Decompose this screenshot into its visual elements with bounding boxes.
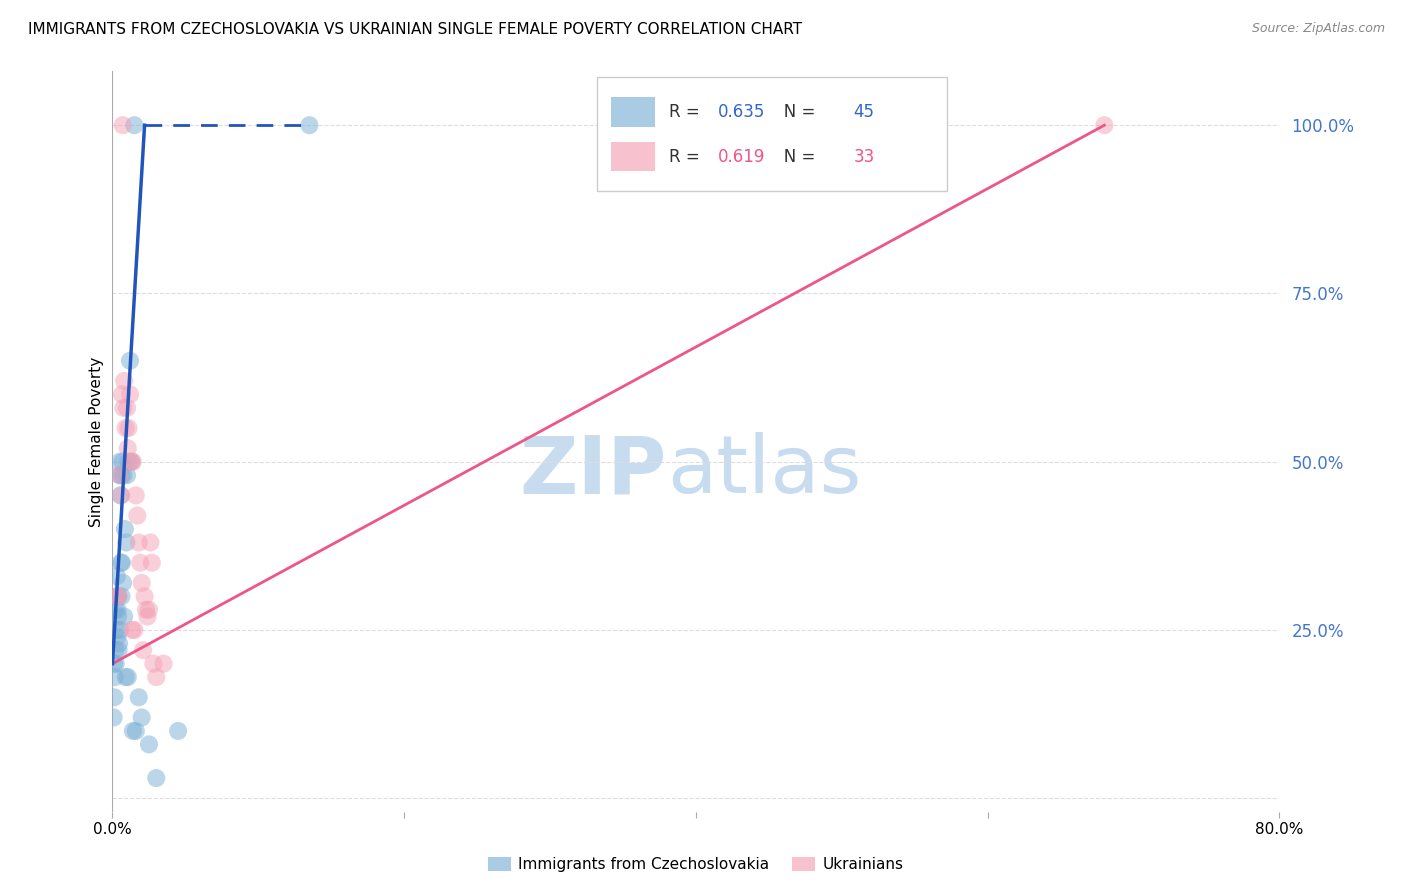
Point bbox=[141, 556, 163, 570]
Point bbox=[115, 468, 138, 483]
Text: atlas: atlas bbox=[666, 432, 860, 510]
Point bbox=[108, 636, 131, 650]
Text: 0.635: 0.635 bbox=[718, 103, 765, 121]
Point bbox=[111, 118, 134, 132]
Point bbox=[108, 468, 131, 483]
Point bbox=[114, 522, 136, 536]
Point bbox=[105, 590, 128, 604]
Point bbox=[105, 590, 128, 604]
Point bbox=[117, 421, 139, 435]
Point bbox=[135, 603, 157, 617]
Point bbox=[115, 401, 138, 415]
Point bbox=[139, 535, 162, 549]
Point bbox=[128, 690, 150, 705]
Point bbox=[104, 643, 127, 657]
Point bbox=[132, 643, 155, 657]
Text: 33: 33 bbox=[853, 147, 875, 166]
Point bbox=[112, 468, 135, 483]
Point bbox=[127, 508, 149, 523]
Point bbox=[105, 569, 128, 583]
Point bbox=[112, 609, 135, 624]
Point bbox=[115, 535, 138, 549]
Point bbox=[138, 603, 160, 617]
Point bbox=[107, 609, 129, 624]
Point bbox=[103, 710, 125, 724]
FancyBboxPatch shape bbox=[610, 97, 655, 127]
Point bbox=[107, 590, 129, 604]
Point bbox=[103, 690, 125, 705]
Point bbox=[117, 442, 139, 456]
Point bbox=[111, 556, 134, 570]
Point bbox=[152, 657, 174, 671]
Point bbox=[121, 623, 143, 637]
Point bbox=[125, 723, 148, 738]
Point bbox=[131, 710, 153, 724]
Point bbox=[128, 535, 150, 549]
Point bbox=[104, 670, 127, 684]
Point bbox=[298, 118, 321, 132]
FancyBboxPatch shape bbox=[610, 142, 655, 171]
Point bbox=[108, 623, 131, 637]
Point bbox=[110, 488, 132, 502]
Point bbox=[107, 643, 129, 657]
Point bbox=[122, 723, 145, 738]
Point bbox=[136, 609, 159, 624]
FancyBboxPatch shape bbox=[596, 77, 946, 191]
Text: N =: N = bbox=[768, 103, 821, 121]
Point bbox=[124, 623, 146, 637]
Point bbox=[107, 603, 129, 617]
Point bbox=[129, 556, 152, 570]
Point bbox=[104, 657, 127, 671]
Point bbox=[138, 738, 160, 752]
Point bbox=[110, 556, 132, 570]
Point bbox=[107, 590, 129, 604]
Point bbox=[108, 455, 131, 469]
Text: N =: N = bbox=[768, 147, 821, 166]
Point bbox=[112, 374, 135, 388]
Text: IMMIGRANTS FROM CZECHOSLOVAKIA VS UKRAINIAN SINGLE FEMALE POVERTY CORRELATION CH: IMMIGRANTS FROM CZECHOSLOVAKIA VS UKRAIN… bbox=[28, 22, 803, 37]
Point bbox=[120, 455, 142, 469]
Point bbox=[120, 455, 142, 469]
Point bbox=[142, 657, 165, 671]
Point bbox=[108, 468, 131, 483]
Text: R =: R = bbox=[669, 147, 706, 166]
Point bbox=[105, 630, 128, 644]
Point bbox=[118, 353, 141, 368]
Point bbox=[111, 455, 134, 469]
Point bbox=[122, 455, 145, 469]
Point bbox=[104, 603, 127, 617]
Point bbox=[131, 575, 153, 590]
Point bbox=[1092, 118, 1115, 132]
Point bbox=[124, 118, 146, 132]
Point bbox=[110, 590, 132, 604]
Point bbox=[117, 455, 139, 469]
Point bbox=[111, 387, 134, 401]
Point bbox=[134, 590, 156, 604]
Point bbox=[145, 771, 167, 785]
Text: 45: 45 bbox=[853, 103, 875, 121]
Text: 0.619: 0.619 bbox=[718, 147, 765, 166]
Point bbox=[111, 575, 134, 590]
Point bbox=[118, 387, 141, 401]
Legend: Immigrants from Czechoslovakia, Ukrainians: Immigrants from Czechoslovakia, Ukrainia… bbox=[482, 851, 910, 878]
Text: ZIP: ZIP bbox=[520, 432, 666, 510]
Point bbox=[117, 670, 139, 684]
Point bbox=[125, 488, 148, 502]
Point bbox=[105, 623, 128, 637]
Point bbox=[167, 723, 190, 738]
Y-axis label: Single Female Poverty: Single Female Poverty bbox=[89, 357, 104, 526]
Point bbox=[145, 670, 167, 684]
Point bbox=[112, 401, 135, 415]
Point bbox=[114, 670, 136, 684]
Point bbox=[114, 421, 136, 435]
Point bbox=[110, 468, 132, 483]
Point bbox=[110, 488, 132, 502]
Text: Source: ZipAtlas.com: Source: ZipAtlas.com bbox=[1251, 22, 1385, 36]
Text: R =: R = bbox=[669, 103, 706, 121]
Point bbox=[103, 657, 125, 671]
